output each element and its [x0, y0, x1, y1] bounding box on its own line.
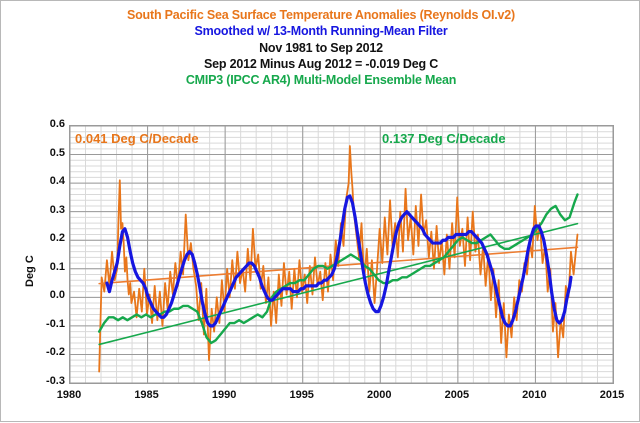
- y-tick-label: -0.1: [46, 317, 65, 330]
- x-tick-label: 2015: [599, 389, 625, 401]
- x-tick-label: 1995: [289, 389, 314, 401]
- x-axis-tick-labels: 1980 1985 1990 1995 2000 2005 2010 2015: [1, 389, 640, 409]
- annotation-observed-trend: 0.041 Deg C/Decade: [75, 131, 199, 146]
- y-tick-label: 0.4: [49, 175, 65, 188]
- y-tick-label: 0.3: [49, 203, 65, 216]
- y-tick-label: 0.0: [49, 289, 65, 302]
- y-tick-label: 0.5: [49, 146, 65, 159]
- x-tick-label: 2005: [444, 389, 470, 401]
- y-tick-label: 0.1: [49, 260, 65, 273]
- x-tick-label: 2000: [367, 389, 392, 401]
- annotation-model-trend: 0.137 Deg C/Decade: [382, 131, 506, 146]
- plot-svg: [70, 126, 613, 383]
- title-line-2: Smoothed w/ 13-Month Running-Mean Filter: [194, 24, 448, 39]
- title-line-1: South Pacific Sea Surface Temperature An…: [126, 8, 516, 22]
- title-line-3: Nov 1981 to Sep 2012: [259, 40, 383, 55]
- y-tick-label: -0.2: [46, 346, 65, 359]
- x-tick-label: 2010: [522, 389, 547, 401]
- title-line-4: Sep 2012 Minus Aug 2012 = -0.019 Deg C: [203, 56, 439, 71]
- chart-titles: South Pacific Sea Surface Temperature An…: [1, 7, 640, 88]
- x-tick-label: 1990: [211, 389, 237, 401]
- plot-area: [69, 125, 614, 384]
- y-axis-tick-labels: -0.3 -0.2 -0.1 0.0 0.1 0.2 0.3 0.4 0.5 0.6: [17, 1, 65, 423]
- title-line-5: CMIP3 (IPCC AR4) Multi-Model Ensemble Me…: [185, 73, 457, 87]
- y-tick-label: 0.2: [49, 232, 65, 245]
- y-tick-label: 0.6: [49, 118, 65, 130]
- x-tick-label: 1980: [56, 389, 82, 401]
- x-tick-label: 1985: [134, 389, 159, 401]
- y-tick-label: -0.3: [46, 375, 65, 387]
